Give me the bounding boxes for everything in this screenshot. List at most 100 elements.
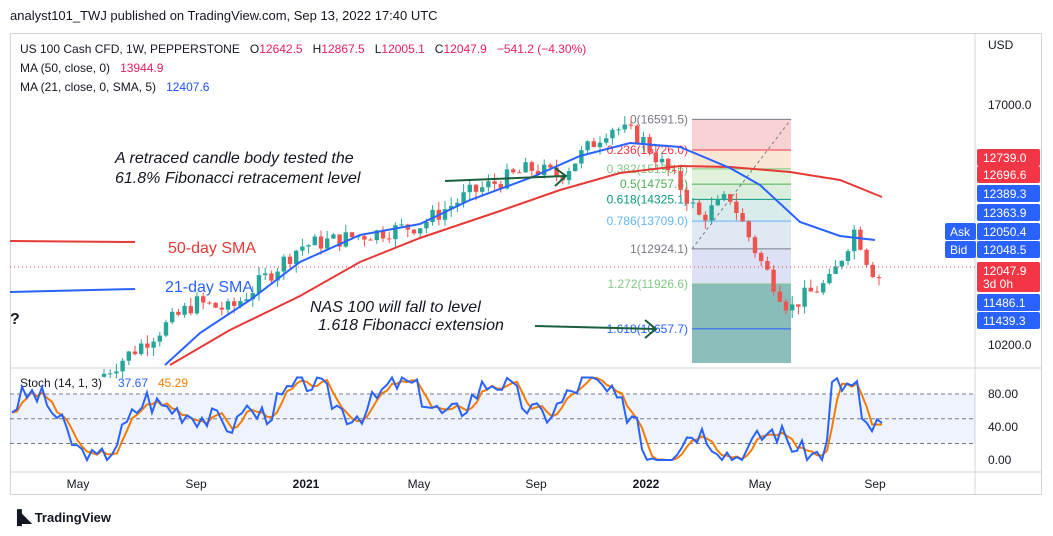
candle-body [337, 234, 342, 247]
fib-zone [692, 184, 791, 200]
candle-body [188, 305, 193, 314]
candle-body [480, 187, 485, 192]
candle-body [114, 371, 119, 374]
candle-body [709, 205, 714, 221]
price-tick: 17000.0 [988, 98, 1032, 112]
arrow-line [444, 175, 566, 182]
candle-body [201, 296, 206, 303]
ma50-annotation: 50-day SMA [168, 240, 256, 257]
candle-body [250, 293, 255, 300]
stoch-d-value: 45.29 [158, 376, 188, 390]
candle-body [529, 162, 534, 171]
price-tick: 10200.0 [988, 338, 1032, 352]
candle-body [163, 322, 169, 336]
legend-symbol-row: US 100 Cash CFD, 1W, PEPPERSTONE O12642.… [20, 40, 586, 59]
tradingview-brand[interactable]: ▐◣ TradingView [12, 509, 111, 526]
candle-body [325, 238, 330, 249]
arrow-line [534, 325, 656, 330]
candle-body [591, 141, 596, 148]
price-badge [977, 312, 1040, 329]
candle-body [380, 230, 386, 239]
fib-zone [692, 284, 791, 363]
candle-body [418, 228, 423, 234]
ma21-label: MA (21, close, 0, SMA, 5) [20, 80, 157, 94]
time-tick: Sep [864, 477, 886, 491]
candle-body [604, 138, 609, 143]
candle-body [845, 251, 851, 261]
stoch-tick: 40.00 [988, 420, 1018, 434]
price-badge-text: 3d 0h [983, 277, 1013, 291]
candle-body [269, 273, 274, 281]
candle-body [715, 198, 720, 206]
close-value: 12047.9 [443, 42, 487, 56]
candle-body [256, 275, 262, 294]
candle-body [225, 301, 231, 310]
fib-zone [692, 149, 791, 169]
fib-zone [692, 119, 791, 150]
candle-body [684, 190, 689, 204]
candle-body [678, 171, 683, 191]
ma21-annotation: 21-day SMA [165, 279, 253, 296]
price-badge-tag-text: Ask [950, 225, 971, 239]
candle-body [641, 137, 646, 144]
price-badge [977, 185, 1040, 202]
candle-body [740, 213, 745, 222]
candle-body [219, 307, 224, 310]
candle-body [411, 229, 417, 234]
price-badge [977, 294, 1040, 311]
fib-zone [692, 248, 791, 285]
candle-body [821, 283, 826, 293]
time-tick: Sep [525, 477, 547, 491]
candle-body [876, 277, 882, 279]
price-badge [977, 204, 1040, 221]
candle-body [467, 184, 472, 193]
time-tick: 2021 [293, 477, 320, 491]
candle-body [517, 172, 522, 174]
price-badge [977, 262, 1040, 292]
price-badge [977, 149, 1040, 166]
candle-body [442, 209, 448, 220]
candle-body [486, 181, 491, 188]
candle-body [808, 287, 813, 292]
fib-label: 0.786(13709.0) [607, 214, 688, 228]
candle-body [312, 236, 317, 246]
candle-body [771, 269, 776, 292]
price-badge-text: 12363.9 [983, 206, 1027, 220]
time-tick: 2022 [633, 477, 660, 491]
ma50-value: 13944.9 [120, 61, 164, 75]
candle-body [275, 271, 280, 281]
candle-body [864, 249, 869, 265]
candle-body [492, 181, 497, 185]
candle-body [213, 302, 218, 308]
ma21-line [164, 141, 876, 366]
candle-body [542, 164, 547, 176]
fib-label: 1(12924.1) [630, 242, 688, 256]
candle-body [300, 246, 305, 251]
candle-body [306, 245, 311, 247]
candle-body [368, 239, 373, 241]
candle-body [870, 264, 875, 278]
candle-body [585, 141, 590, 151]
candle-body [424, 222, 429, 229]
price-badge-tag [945, 223, 976, 240]
tradingview-brand-text: TradingView [34, 510, 112, 525]
candle-body [622, 124, 627, 130]
candle-body [783, 301, 789, 311]
change-value: −541.2 (−4.30%) [496, 42, 587, 56]
candle-body [814, 291, 820, 293]
candle-body [554, 167, 559, 177]
candle-body [573, 163, 578, 172]
candle-body [101, 373, 107, 377]
candle-body [852, 229, 857, 252]
candle-body [628, 124, 634, 126]
ma50-label: MA (50, close, 0) [20, 61, 111, 75]
publish-header: analyst101_TWJ published on TradingView.… [10, 8, 438, 23]
time-tick: May [408, 477, 431, 491]
candle-body [759, 253, 764, 262]
candle-body [132, 351, 138, 355]
candle-body [387, 238, 392, 240]
time-tick: May [67, 477, 90, 491]
candle-body [232, 301, 237, 306]
candle-body [393, 225, 398, 240]
